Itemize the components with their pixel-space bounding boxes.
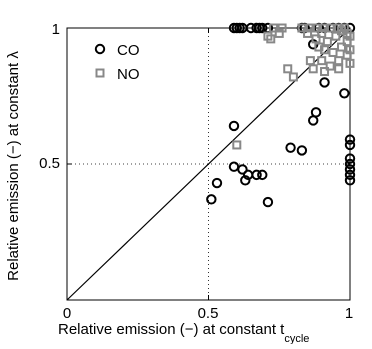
no-point-35: [283, 64, 293, 74]
no-point-36: [288, 72, 298, 82]
no-point-21: [328, 47, 338, 57]
no-point-10: [266, 34, 276, 44]
legend-no-marker: [95, 68, 105, 78]
no-point-28: [334, 56, 344, 66]
x-tick-label-0: 0: [63, 305, 71, 322]
no-point-37: [232, 140, 242, 150]
no-point-22: [337, 42, 347, 52]
co-point-38: [262, 196, 274, 208]
y-tick-label-1: 1: [52, 21, 60, 38]
no-point-16: [331, 31, 341, 41]
co-point-27: [344, 169, 356, 181]
co-point-33: [251, 169, 262, 181]
y-tick-label-0.5: 0.5: [39, 155, 60, 172]
no-point-2: [297, 23, 307, 33]
no-point-24: [345, 31, 355, 41]
co-point-26: [344, 164, 356, 175]
co-point-39: [285, 142, 296, 153]
co-point-36: [211, 177, 223, 189]
no-point-0: [269, 23, 279, 33]
co-point-19: [339, 88, 350, 99]
co-point-25: [344, 158, 356, 170]
co-point-24: [344, 153, 356, 164]
co-point-35: [240, 175, 251, 186]
no-point-4: [311, 23, 321, 33]
x-axis-label: Relative emission (−) at constant tcycle: [58, 321, 309, 344]
tick-labels: 0 0.5 1 0.5 1: [39, 21, 353, 322]
identity-line: [66, 27, 351, 301]
no-point-31: [308, 64, 318, 74]
co-point-23: [344, 139, 356, 151]
no-point-20: [320, 45, 330, 55]
co-point-40: [296, 145, 308, 156]
no-point-12: [303, 28, 313, 38]
no-point-25: [305, 56, 315, 66]
co-point-31: [237, 164, 248, 175]
legend-no-label: NO: [117, 66, 140, 83]
no-point-14: [317, 28, 327, 38]
co-point-18: [319, 77, 330, 88]
y-axis-label: Relative emission (−) at constant λ: [5, 51, 22, 281]
no-point-11: [274, 28, 284, 38]
legend: CO NO: [94, 42, 140, 83]
legend-co-label: CO: [117, 42, 140, 59]
no-point-30: [345, 45, 355, 55]
no-series: [232, 23, 355, 150]
x-axis-label-subscript: cycle: [284, 333, 309, 344]
x-axis-label-main: Relative emission (−) at constant t: [58, 321, 285, 338]
co-point-20: [310, 107, 322, 118]
reference-line: [66, 27, 351, 301]
x-tick-label-1: 1: [345, 305, 353, 322]
co-point-37: [206, 194, 217, 205]
co-point-7: [257, 22, 268, 34]
x-tick-label-0.5: 0.5: [198, 305, 219, 322]
no-point-34: [345, 58, 355, 68]
co-point-29: [228, 120, 240, 132]
no-point-13: [311, 34, 321, 44]
no-point-32: [320, 67, 330, 77]
co-point-28: [344, 175, 356, 186]
co-point-30: [228, 161, 240, 172]
co-point-34: [257, 169, 268, 181]
legend-co-marker: [94, 43, 106, 55]
no-point-26: [317, 56, 327, 66]
co-series: [206, 22, 356, 208]
no-point-6: [325, 23, 335, 33]
no-point-15: [322, 37, 332, 47]
co-point-22: [344, 134, 356, 145]
no-point-33: [334, 64, 344, 74]
no-point-27: [325, 61, 335, 71]
co-point-21: [308, 115, 319, 126]
